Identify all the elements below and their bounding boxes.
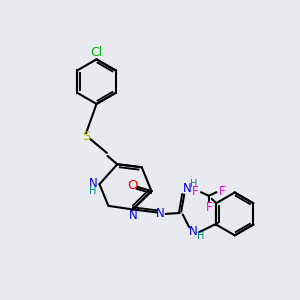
Text: N: N: [128, 209, 137, 222]
Text: F: F: [192, 185, 198, 198]
Text: H: H: [89, 186, 97, 196]
Text: H: H: [190, 179, 198, 190]
Text: F: F: [206, 201, 212, 214]
Text: Cl: Cl: [90, 46, 103, 59]
Text: H: H: [197, 231, 204, 241]
Text: O: O: [127, 178, 137, 192]
Text: N: N: [189, 225, 198, 238]
Text: N: N: [156, 207, 165, 220]
Text: S: S: [82, 130, 90, 143]
Text: F: F: [219, 185, 226, 198]
Text: N: N: [88, 177, 97, 190]
Text: N: N: [183, 182, 191, 195]
